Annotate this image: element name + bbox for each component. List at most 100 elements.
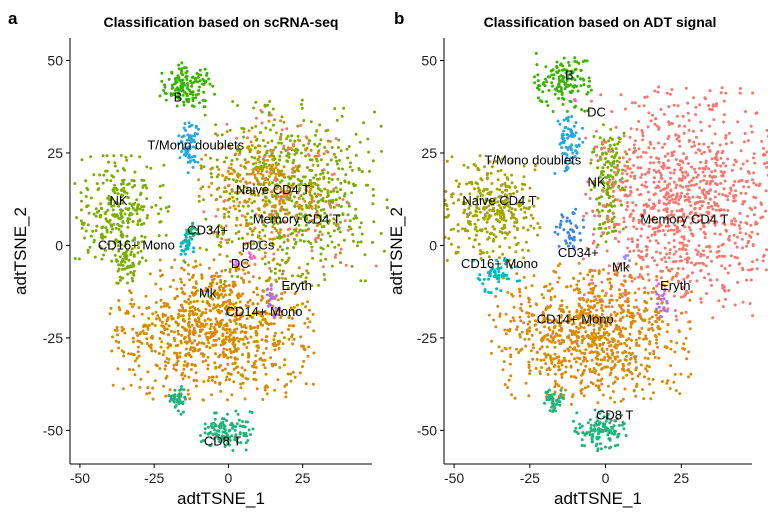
data-point: [207, 266, 211, 270]
data-point: [586, 91, 590, 94]
data-point: [499, 169, 503, 172]
data-point: [649, 119, 653, 123]
data-point: [263, 103, 267, 107]
data-point: [740, 179, 744, 182]
data-point: [239, 312, 243, 316]
data-point: [217, 365, 221, 369]
data-point: [612, 170, 616, 174]
data-point: [683, 124, 687, 128]
data-point: [509, 211, 513, 214]
data-point: [609, 201, 613, 205]
data-point: [190, 291, 194, 295]
data-point: [663, 180, 667, 183]
data-point: [693, 263, 697, 267]
data-point: [362, 121, 366, 125]
data-point: [263, 204, 267, 208]
data-point: [132, 340, 135, 344]
data-point: [162, 384, 166, 388]
data-point: [111, 227, 115, 231]
data-point: [136, 334, 140, 337]
data-point: [179, 71, 183, 75]
data-point: [628, 135, 632, 139]
data-point: [726, 271, 730, 275]
data-point: [635, 366, 638, 370]
data-point: [296, 124, 300, 128]
data-point: [285, 127, 289, 131]
data-point: [714, 175, 717, 179]
data-point: [123, 260, 127, 264]
data-point: [649, 155, 653, 159]
data-point: [699, 227, 703, 231]
data-point: [136, 339, 140, 343]
data-point: [293, 292, 297, 296]
data-point: [154, 317, 158, 321]
data-point: [710, 176, 714, 179]
data-point: [289, 372, 293, 376]
data-point: [283, 384, 287, 388]
data-point: [564, 239, 568, 243]
data-point: [653, 89, 657, 93]
data-point: [101, 154, 105, 158]
data-point: [253, 326, 256, 329]
data-point: [595, 208, 599, 212]
data-point: [570, 333, 574, 337]
data-point: [149, 343, 153, 347]
cluster-label: B: [174, 89, 183, 104]
data-point: [578, 77, 582, 81]
data-point: [171, 317, 175, 321]
data-point: [280, 195, 284, 199]
data-point: [713, 201, 716, 205]
data-point: [675, 209, 679, 213]
data-point: [111, 213, 115, 217]
data-point: [675, 230, 679, 234]
data-point: [726, 194, 730, 198]
data-point: [672, 239, 676, 242]
data-point: [679, 219, 683, 223]
data-point: [689, 221, 693, 225]
data-point: [666, 280, 670, 284]
data-point: [509, 374, 513, 378]
data-point: [473, 222, 477, 226]
data-point: [281, 269, 285, 273]
data-point: [146, 386, 150, 390]
data-point: [308, 213, 312, 217]
data-point: [611, 185, 615, 189]
data-point: [227, 339, 231, 343]
data-point: [614, 375, 618, 379]
data-point: [202, 165, 206, 169]
data-point: [315, 195, 318, 198]
data-point: [85, 186, 89, 190]
data-point: [234, 322, 238, 325]
data-point: [669, 171, 672, 175]
data-point: [301, 302, 304, 306]
data-point: [272, 123, 275, 127]
data-point: [185, 230, 189, 234]
data-point: [503, 236, 507, 240]
data-point: [610, 305, 614, 309]
data-point: [625, 354, 628, 358]
data-point: [669, 121, 673, 125]
data-point: [257, 310, 260, 314]
data-point: [265, 203, 269, 207]
data-point: [522, 175, 526, 179]
data-point: [220, 436, 224, 440]
data-point: [616, 142, 620, 146]
data-point: [348, 219, 352, 223]
data-point: [257, 207, 261, 211]
cluster-label: Memory CD4 T: [253, 212, 341, 227]
data-point: [584, 136, 588, 140]
data-point: [318, 123, 322, 127]
data-point: [574, 207, 578, 211]
data-point: [178, 156, 182, 160]
x-tick-label: -25: [144, 470, 164, 486]
data-point: [219, 245, 223, 248]
data-point: [154, 246, 158, 250]
data-point: [752, 181, 756, 185]
data-point: [497, 280, 501, 284]
data-point: [616, 271, 620, 275]
data-point: [177, 395, 181, 399]
data-point: [200, 292, 204, 296]
data-point: [691, 195, 695, 199]
data-point: [241, 268, 245, 272]
data-point: [206, 317, 210, 321]
